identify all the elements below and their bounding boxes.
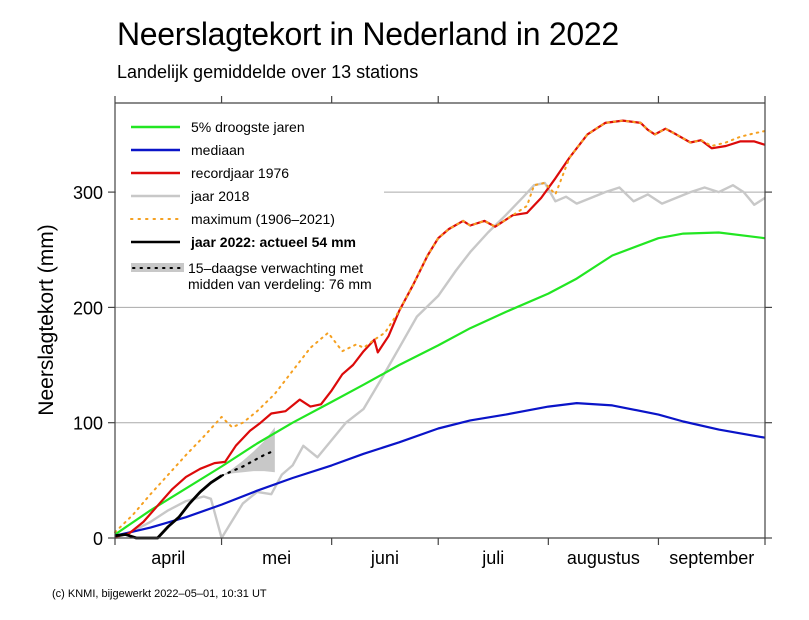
legend: 5% droogste jaren mediaan recordjaar 1976 j… bbox=[130, 119, 372, 292]
y-tick-label: 300 bbox=[73, 183, 103, 203]
y-axis-ticks: 0 100 200 300 bbox=[73, 183, 772, 549]
legend-item-maximum: maximum (1906–2021) bbox=[130, 211, 335, 227]
legend-label-line2: midden van verdeling: 76 mm bbox=[188, 276, 372, 292]
y-axis-label: Neerslagtekort (mm) bbox=[35, 224, 58, 415]
legend-item-record1976: recordjaar 1976 bbox=[131, 165, 289, 181]
legend-label: 15–daagse verwachting met bbox=[188, 260, 363, 276]
y-tick-label: 100 bbox=[73, 414, 103, 434]
chart-title: Neerslagtekort in Nederland in 2022 bbox=[117, 16, 619, 52]
forecast-band bbox=[221, 427, 275, 476]
x-tick-label-juni: juni bbox=[370, 548, 399, 568]
x-tick-label-april: april bbox=[151, 548, 185, 568]
legend-item-y2022: jaar 2022: actueel 54 mm bbox=[131, 234, 356, 250]
legend-item-median: mediaan bbox=[131, 142, 245, 158]
y-tick-label: 0 bbox=[93, 529, 103, 549]
plot-frame bbox=[114, 102, 766, 539]
legend-label: 5% droogste jaren bbox=[191, 119, 305, 135]
series-line-maximum bbox=[114, 119, 766, 534]
x-tick-label-mei: mei bbox=[262, 548, 291, 568]
series-line-p5 bbox=[114, 231, 766, 536]
legend-label: maximum (1906–2021) bbox=[191, 211, 335, 227]
series-line-y2022 bbox=[114, 474, 223, 540]
forecast-band-layer bbox=[221, 427, 275, 476]
series-line-y2018 bbox=[114, 181, 766, 540]
x-tick-label-juli: juli bbox=[481, 548, 504, 568]
chart-subtitle: Landelijk gemiddelde over 13 stations bbox=[117, 62, 419, 82]
legend-label: jaar 2022: actueel 54 mm bbox=[190, 234, 356, 250]
credit-footer: (c) KNMI, bijgewerkt 2022–05–01, 10:31 U… bbox=[52, 588, 267, 600]
y-tick-label: 200 bbox=[73, 298, 103, 318]
legend-background bbox=[116, 104, 384, 294]
x-axis-ticks: april mei juni juli augustus september bbox=[114, 96, 766, 568]
series-lines bbox=[114, 119, 766, 540]
legend-label: mediaan bbox=[191, 142, 245, 158]
legend-box bbox=[116, 104, 384, 294]
series-line-median bbox=[114, 402, 766, 537]
legend-label: recordjaar 1976 bbox=[191, 165, 289, 181]
x-tick-label-september: september bbox=[669, 548, 754, 568]
legend-item-p5: 5% droogste jaren bbox=[131, 119, 305, 135]
forecast-midline bbox=[220, 449, 276, 477]
legend-label: jaar 2018 bbox=[190, 188, 250, 204]
legend-item-y2018: jaar 2018 bbox=[131, 188, 250, 204]
x-tick-label-augustus: augustus bbox=[567, 548, 640, 568]
